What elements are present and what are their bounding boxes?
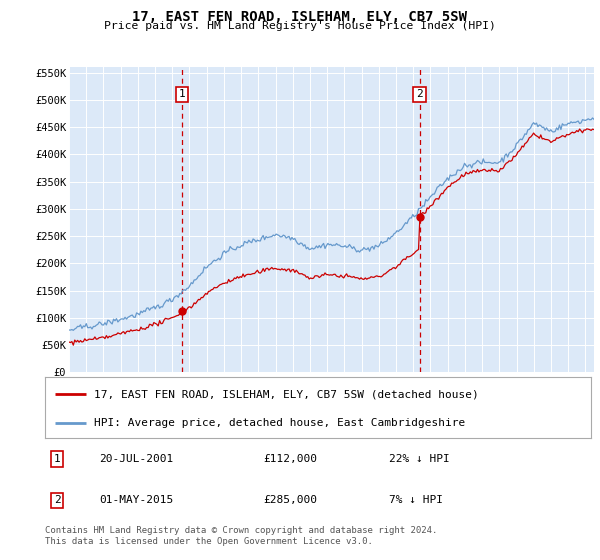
Text: 22% ↓ HPI: 22% ↓ HPI xyxy=(389,454,450,464)
Text: 1: 1 xyxy=(53,454,61,464)
Text: 01-MAY-2015: 01-MAY-2015 xyxy=(100,496,174,505)
Text: 17, EAST FEN ROAD, ISLEHAM, ELY, CB7 5SW (detached house): 17, EAST FEN ROAD, ISLEHAM, ELY, CB7 5SW… xyxy=(94,389,479,399)
Text: Contains HM Land Registry data © Crown copyright and database right 2024.
This d: Contains HM Land Registry data © Crown c… xyxy=(45,526,437,546)
Text: HPI: Average price, detached house, East Cambridgeshire: HPI: Average price, detached house, East… xyxy=(94,418,466,428)
Text: 2: 2 xyxy=(53,496,61,505)
Text: 2: 2 xyxy=(416,90,423,100)
Text: 7% ↓ HPI: 7% ↓ HPI xyxy=(389,496,443,505)
Text: 1: 1 xyxy=(178,90,185,100)
Text: £285,000: £285,000 xyxy=(263,496,317,505)
Text: 20-JUL-2001: 20-JUL-2001 xyxy=(100,454,174,464)
Text: £112,000: £112,000 xyxy=(263,454,317,464)
Text: Price paid vs. HM Land Registry's House Price Index (HPI): Price paid vs. HM Land Registry's House … xyxy=(104,21,496,31)
Text: 17, EAST FEN ROAD, ISLEHAM, ELY, CB7 5SW: 17, EAST FEN ROAD, ISLEHAM, ELY, CB7 5SW xyxy=(133,10,467,24)
